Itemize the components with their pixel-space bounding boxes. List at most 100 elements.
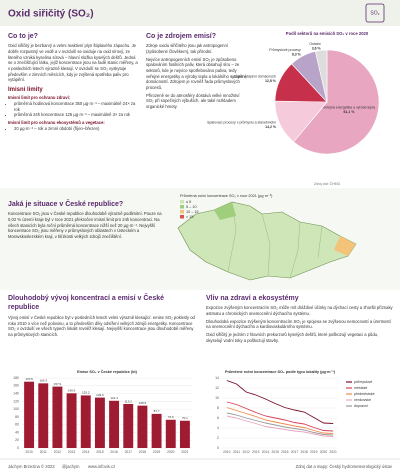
paragraph: Dlouhodobá expozice zvýšeným koncentrací… <box>206 318 391 330</box>
footer-source: Zdroj dat a mapy: Český hydrometeorologi… <box>296 464 393 469</box>
list-item: průměrná 24h koncentrace 125 µg·m⁻³ – ma… <box>14 112 138 118</box>
trend-block: Dlouhodobý vývoj koncentrací a emisí v Č… <box>8 294 196 340</box>
legend-swatch <box>180 200 184 204</box>
heading: Vliv na zdraví a ekosystémy <box>206 295 299 302</box>
x-tick-label: 2011 <box>233 450 240 454</box>
chart-title: Průměrné roční koncentrace SO₂ podle typ… <box>225 370 336 374</box>
line-series <box>226 401 334 432</box>
legend-label: průmyslové <box>354 380 372 384</box>
y-tick-label: 2 <box>217 436 219 440</box>
bar <box>109 400 120 448</box>
heading: Dlouhodobý vývoj koncentrací a emisí v Č… <box>8 295 164 312</box>
legend-label: ≤ 5 <box>186 200 191 204</box>
icon-label: SO₂ <box>370 10 379 16</box>
bar <box>24 381 35 448</box>
bar <box>179 420 190 448</box>
line-series <box>226 380 334 424</box>
bar-value-label: 129.6 <box>96 393 104 397</box>
bar-value-label: 170.5 <box>25 377 33 381</box>
x-tick-label: 2012 <box>54 450 62 454</box>
x-tick-label: 2015 <box>271 450 279 454</box>
x-tick-label: 2016 <box>281 450 289 454</box>
situation-block: Jaká je situace v České republice? Konce… <box>8 200 166 242</box>
region-borders <box>227 201 323 279</box>
legend-swatch <box>180 215 184 219</box>
legend-label: dopravní <box>354 404 368 408</box>
bar <box>137 405 148 448</box>
y-tick-label: 120 <box>13 399 19 403</box>
paragraph: Nejvíce antropogenních emisí SO₂ je způs… <box>146 56 246 91</box>
bar-value-label: 157.9 <box>54 382 62 386</box>
x-tick-label: 2020 <box>167 450 175 454</box>
legend-label: předměstské <box>354 392 375 396</box>
bar-value-label: 113.2 <box>125 399 133 403</box>
bar <box>94 397 105 448</box>
y-tick-label: 4 <box>217 426 219 430</box>
sources-block: Co je zdrojem emisí? Zdroje oxidu siřiči… <box>146 32 246 112</box>
x-tick-label: 2019 <box>153 450 161 454</box>
paragraph: Oxid siřičitý je bezbarvý a velmi reakti… <box>8 43 138 83</box>
y-tick-label: 100 <box>13 407 19 411</box>
bar <box>151 413 162 448</box>
chart-title: Podíl sektorů na emisích SO₂ v roce 2020 <box>286 31 369 36</box>
bar <box>52 386 63 448</box>
y-tick-label: 0 <box>217 446 219 450</box>
x-tick-label: 2014 <box>262 450 270 454</box>
paragraph: Expozice zvýšeným koncentracím SO₂ může … <box>206 305 393 317</box>
slice-label: Lokální vytápění domácností <box>231 75 276 79</box>
x-tick-label: 2012 <box>242 450 250 454</box>
slice-value: 61,1 % <box>344 110 356 114</box>
slice-value: 3,6 % <box>312 46 322 50</box>
x-tick-label: 2015 <box>96 450 104 454</box>
chart-source: Zdroj dat: ČHMÚ <box>314 181 341 186</box>
line-series <box>226 412 334 436</box>
list: průměrná hodinová koncentrace 350 µg·m⁻³… <box>8 101 138 118</box>
slice-value: 8,3 % <box>292 52 302 56</box>
y-tick-label: 8 <box>217 406 219 410</box>
pie-slice <box>293 49 380 155</box>
bar-value-label: 87.7 <box>154 409 160 413</box>
legend-swatch <box>180 210 184 214</box>
paragraph: Oxid siřičitý je jedním z hlavních preku… <box>206 332 379 343</box>
slice-label: Ostatní <box>309 42 320 46</box>
bar-value-label: 70.1 <box>182 416 188 420</box>
bar-value-label: 135.2 <box>82 391 90 395</box>
x-tick-label: 2018 <box>300 450 308 454</box>
slice-label: Spalovací procesy v průmyslu a stavebnic… <box>207 121 276 125</box>
bar <box>123 403 134 448</box>
footer-web: www.infovis.cz <box>88 464 115 469</box>
legend-title: Průměrná roční koncentrace SO₂ v roce 20… <box>180 194 273 198</box>
legend-label: > 15 <box>186 215 194 219</box>
bar <box>66 393 77 448</box>
x-tick-label: 2019 <box>310 450 318 454</box>
slice-value: 12,8 % <box>265 79 277 83</box>
legend-label: 5 – 10 <box>186 205 197 209</box>
y-tick-label: 140 <box>13 391 19 395</box>
x-tick-label: 2018 <box>139 450 147 454</box>
x-tick-label: 2010 <box>25 450 33 454</box>
health-block: Vliv na zdraví a ekosystémy Expozice zvý… <box>206 294 394 345</box>
y-tick-label: 160 <box>13 384 19 388</box>
y-tick-label: 180 <box>13 376 19 380</box>
paragraph: Přirozeně se do atmosféry dostává velké … <box>146 92 240 110</box>
slice-label: Průmyslové procesy <box>269 48 301 52</box>
y-tick-label: 10 <box>215 396 219 400</box>
x-tick-label: 2021 <box>329 450 337 454</box>
y-tick-label: 0 <box>17 446 19 450</box>
title: Oxid siřičitý (SO₂) <box>8 9 94 20</box>
x-tick-label: 2017 <box>125 450 133 454</box>
bar-value-label: 108.9 <box>139 401 147 405</box>
bar <box>80 395 91 448</box>
legend-label: městské <box>354 386 367 390</box>
map-area <box>334 236 356 256</box>
paragraph: Vývoj emisí v České republice byl v posl… <box>8 314 195 337</box>
x-tick-label: 2021 <box>181 450 189 454</box>
line-series <box>226 415 334 437</box>
heading: Imisní limity <box>8 87 43 94</box>
y-tick-label: 6 <box>217 416 219 420</box>
slice-value: 14,2 % <box>265 125 277 129</box>
bar-value-label: 121.4 <box>110 396 118 400</box>
x-tick-label: 2014 <box>82 450 90 454</box>
x-tick-label: 2017 <box>291 450 299 454</box>
